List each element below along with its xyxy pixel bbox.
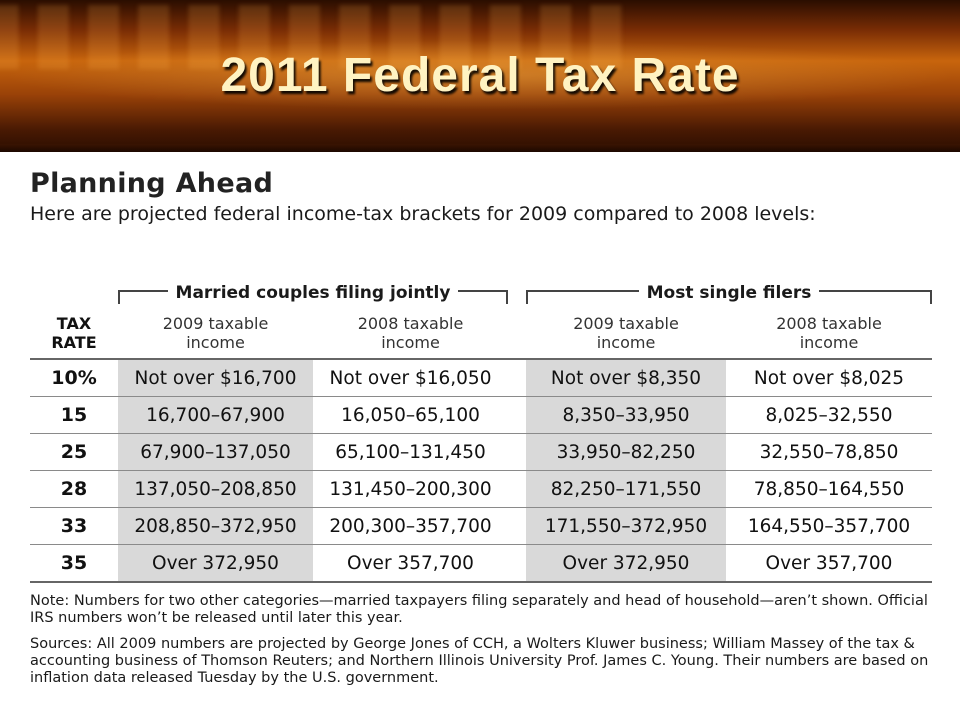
- footnotes: Note: Numbers for two other categories—m…: [30, 593, 932, 696]
- table-row: 28 137,050–208,850 131,450–200,300 82,25…: [30, 470, 932, 508]
- bracket-left-married: [118, 290, 168, 304]
- table-row: 33 208,850–372,950 200,300–357,700 171,5…: [30, 507, 932, 545]
- married-2009-cell: 67,900–137,050: [118, 433, 313, 471]
- row-gap: [508, 433, 526, 471]
- tax-rate-cell: 28: [30, 470, 118, 508]
- married-2009-cell: 137,050–208,850: [118, 470, 313, 508]
- table-row: 25 67,900–137,050 65,100–131,450 33,950–…: [30, 433, 932, 471]
- column-header-single-2008: 2008 taxable income: [726, 308, 932, 360]
- group-header-single: Most single filers: [526, 278, 932, 308]
- group-header-row: Married couples filing jointly Most sing…: [30, 278, 932, 308]
- column-header-tax-rate: TAX RATE: [30, 308, 118, 360]
- column-header-tax-rate-line2: RATE: [51, 333, 97, 352]
- graphic-subtitle: Here are projected federal income-tax br…: [30, 203, 816, 225]
- column-header-line1: 2008 taxable: [776, 314, 882, 333]
- married-2008-cell: 131,450–200,300: [313, 470, 508, 508]
- group-label-married: Married couples filing jointly: [175, 283, 451, 303]
- single-2009-cell: Not over $8,350: [526, 359, 726, 397]
- group-header-spacer: [30, 278, 118, 308]
- table-row: 15 16,700–67,900 16,050–65,100 8,350–33,…: [30, 396, 932, 434]
- column-header-line2: income: [186, 333, 245, 352]
- group-label-single: Most single filers: [646, 283, 812, 303]
- married-2009-cell: 208,850–372,950: [118, 507, 313, 545]
- group-header-married: Married couples filing jointly: [118, 278, 509, 308]
- column-header-line1: 2009 taxable: [573, 314, 679, 333]
- married-2009-cell: Not over $16,700: [118, 359, 313, 397]
- single-2008-cell: 164,550–357,700: [726, 507, 932, 545]
- bracket-right-single: [819, 290, 932, 304]
- tax-rate-cell: 10%: [30, 359, 118, 397]
- married-2008-cell: 16,050–65,100: [313, 396, 508, 434]
- banner-bottom-stripe: [0, 144, 960, 152]
- tax-rate-cell: 25: [30, 433, 118, 471]
- bracket-right-married: [458, 290, 509, 304]
- column-header-tax-rate-line1: TAX: [56, 314, 92, 333]
- graphic-heading: Planning Ahead: [30, 168, 274, 199]
- column-header-line1: 2009 taxable: [162, 314, 269, 333]
- table-row: 35 Over 372,950 Over 357,700 Over 372,95…: [30, 544, 932, 583]
- single-2009-cell: 33,950–82,250: [526, 433, 726, 471]
- tax-rate-cell: 33: [30, 507, 118, 545]
- single-2008-cell: 32,550–78,850: [726, 433, 932, 471]
- married-2008-cell: Not over $16,050: [313, 359, 508, 397]
- single-2009-cell: 8,350–33,950: [526, 396, 726, 434]
- group-gap: [508, 278, 526, 308]
- title-banner: ▮▮▮▮▮▮▮▮▮▮▮▮▮ 2011 Federal Tax Rate: [0, 0, 960, 152]
- table-row: 10% Not over $16,700 Not over $16,050 No…: [30, 359, 932, 397]
- column-header-line2: income: [799, 333, 859, 352]
- married-2009-cell: Over 372,950: [118, 544, 313, 583]
- single-2008-cell: 8,025–32,550: [726, 396, 932, 434]
- column-header-single-2009: 2009 taxable income: [526, 308, 726, 360]
- single-2008-cell: Not over $8,025: [726, 359, 932, 397]
- column-header-gap: [508, 308, 526, 360]
- single-2008-cell: 78,850–164,550: [726, 470, 932, 508]
- banner-glow: [0, 40, 960, 110]
- row-gap: [508, 544, 526, 583]
- married-2008-cell: 65,100–131,450: [313, 433, 508, 471]
- single-2009-cell: 171,550–372,950: [526, 507, 726, 545]
- note-text: Note: Numbers for two other categories—m…: [30, 593, 928, 626]
- column-header-married-2009: 2009 taxable income: [118, 308, 313, 360]
- row-gap: [508, 507, 526, 545]
- tax-bracket-table: Married couples filing jointly Most sing…: [30, 278, 932, 583]
- single-2008-cell: Over 357,700: [726, 544, 932, 583]
- bracket-left-single: [526, 290, 639, 304]
- banner-background-texture: ▮▮▮▮▮▮▮▮▮▮▮▮▮: [0, 0, 960, 79]
- row-gap: [508, 396, 526, 434]
- slide-title: 2011 Federal Tax Rate: [220, 49, 740, 102]
- tax-rate-cell: 15: [30, 396, 118, 434]
- column-header-line1: 2008 taxable: [357, 314, 464, 333]
- row-gap: [508, 359, 526, 397]
- column-header-line2: income: [596, 333, 656, 352]
- single-2009-cell: 82,250–171,550: [526, 470, 726, 508]
- sources-text: Sources: All 2009 numbers are projected …: [30, 636, 929, 686]
- column-header-married-2008: 2008 taxable income: [313, 308, 508, 360]
- column-header-line2: income: [381, 333, 440, 352]
- married-2008-cell: 200,300–357,700: [313, 507, 508, 545]
- row-gap: [508, 470, 526, 508]
- married-2008-cell: Over 357,700: [313, 544, 508, 583]
- single-2009-cell: Over 372,950: [526, 544, 726, 583]
- married-2009-cell: 16,700–67,900: [118, 396, 313, 434]
- tax-rate-cell: 35: [30, 544, 118, 583]
- tax-bracket-graphic: Planning Ahead Here are projected federa…: [30, 168, 935, 686]
- column-header-row: TAX RATE 2009 taxable income 2008 taxabl…: [30, 308, 932, 360]
